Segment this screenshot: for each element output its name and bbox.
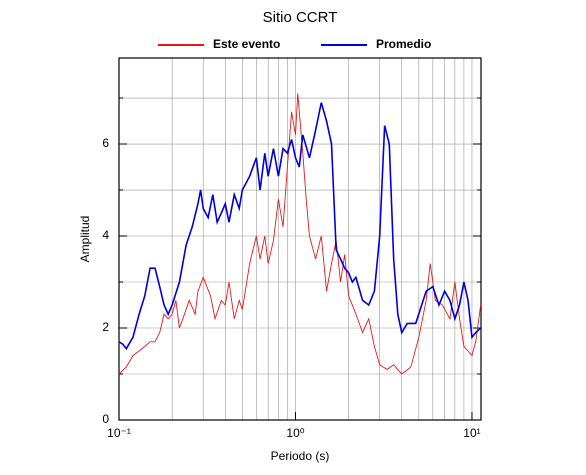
x-tick-label: 10⁰: [286, 426, 304, 440]
x-tick-label: 10⁻¹: [107, 426, 131, 440]
y-tick-label: 4: [102, 228, 109, 242]
y-tick-label: 0: [102, 412, 109, 426]
data-line: [118, 102, 482, 351]
legend-label: Promedio: [376, 37, 431, 51]
x-tick-label: 10¹: [463, 426, 480, 440]
y-tick-label: 6: [102, 136, 109, 150]
data-line: [118, 93, 482, 375]
x-axis-label: Periodo (s): [271, 449, 330, 463]
plot-frame: [118, 57, 482, 421]
y-axis-label: Amplitud: [78, 216, 92, 263]
y-tick-label: 2: [102, 320, 109, 334]
legend-label: Este evento: [213, 37, 280, 51]
chart-title: Sitio CCRT: [263, 9, 338, 26]
